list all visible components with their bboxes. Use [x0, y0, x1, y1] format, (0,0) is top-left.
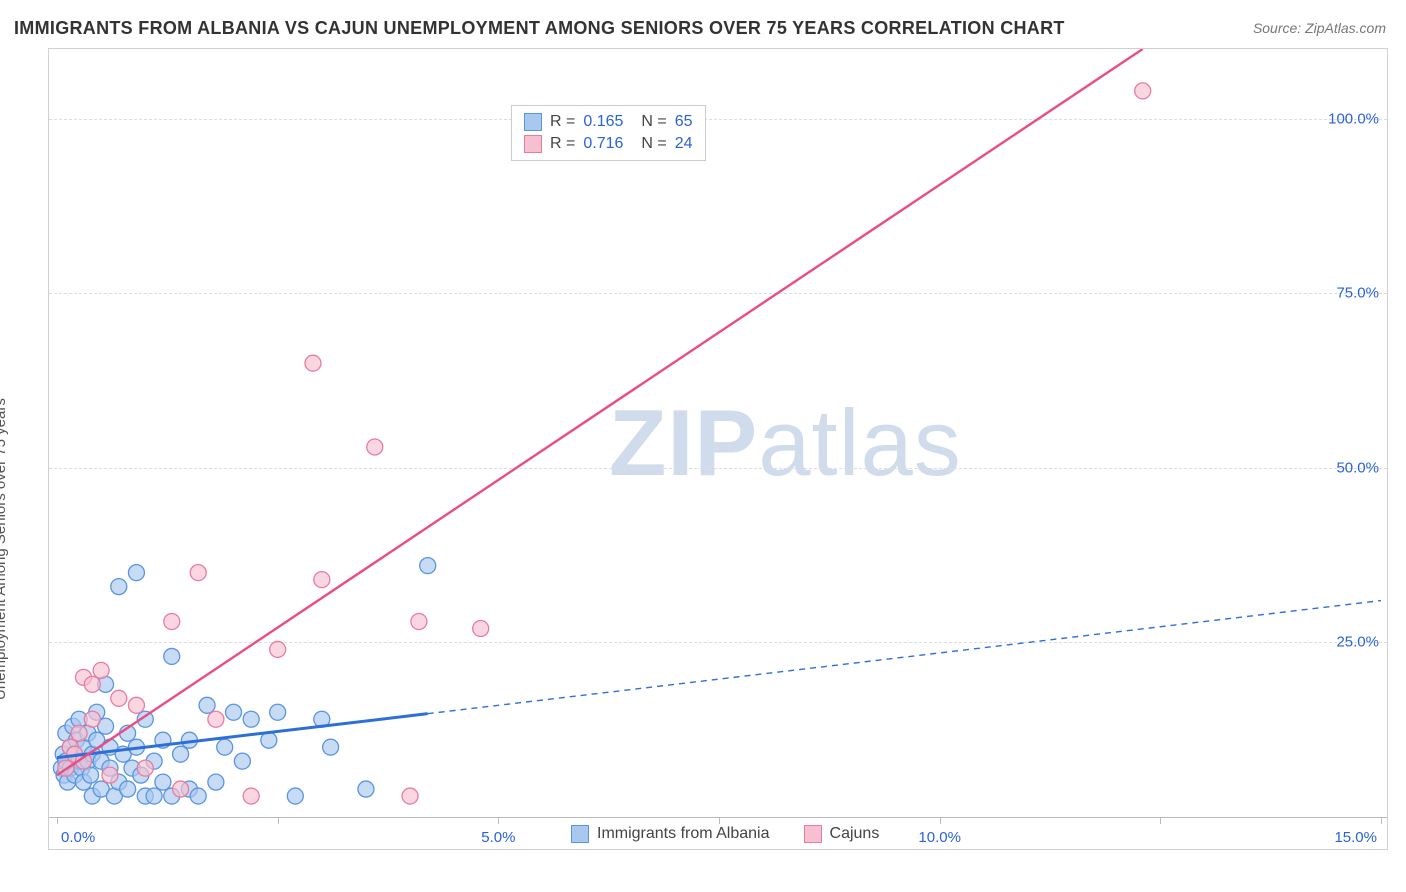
legend-r-value1: 0.165 [583, 113, 623, 131]
legend-item-series2: Cajuns [804, 825, 880, 843]
legend-swatch-series2 [524, 135, 542, 153]
legend-n-value1: 65 [675, 113, 693, 131]
legend-n-label2: N = [641, 135, 666, 153]
legend-row-series2: R = 0.716 N = 24 [524, 133, 693, 155]
legend-r-label1: R = [550, 113, 575, 131]
legend-swatch-bottom1 [571, 825, 589, 843]
legend-item-series1: Immigrants from Albania [571, 825, 770, 843]
legend-label-series1: Immigrants from Albania [597, 825, 770, 843]
x-tick-label: 5.0% [481, 829, 515, 846]
y-tick-label: 75.0% [1336, 285, 1379, 302]
scatter-plot-svg [49, 49, 1389, 851]
legend-r-value2: 0.716 [583, 135, 623, 153]
y-tick-label: 50.0% [1336, 459, 1379, 476]
chart-plot-area: ZIPatlas R = 0.165 N = 65 R = 0.716 N = … [48, 48, 1388, 850]
y-tick-label: 25.0% [1336, 634, 1379, 651]
legend-r-label2: R = [550, 135, 575, 153]
x-tick-label: 0.0% [61, 829, 95, 846]
legend-label-series2: Cajuns [830, 825, 880, 843]
legend-row-series1: R = 0.165 N = 65 [524, 111, 693, 133]
legend-n-label1: N = [641, 113, 666, 131]
legend-swatch-bottom2 [804, 825, 822, 843]
chart-title: IMMIGRANTS FROM ALBANIA VS CAJUN UNEMPLO… [14, 18, 1065, 39]
source-attribution: Source: ZipAtlas.com [1253, 20, 1386, 36]
correlation-legend: R = 0.165 N = 65 R = 0.716 N = 24 [511, 105, 706, 161]
x-tick-label: 15.0% [1334, 829, 1377, 846]
series-legend: Immigrants from Albania Cajuns [571, 825, 879, 843]
legend-n-value2: 24 [675, 135, 693, 153]
y-axis-label: Unemployment Among Seniors over 75 years [0, 398, 9, 700]
legend-swatch-series1 [524, 113, 542, 131]
x-tick-label: 10.0% [918, 829, 961, 846]
y-tick-label: 100.0% [1328, 110, 1379, 127]
